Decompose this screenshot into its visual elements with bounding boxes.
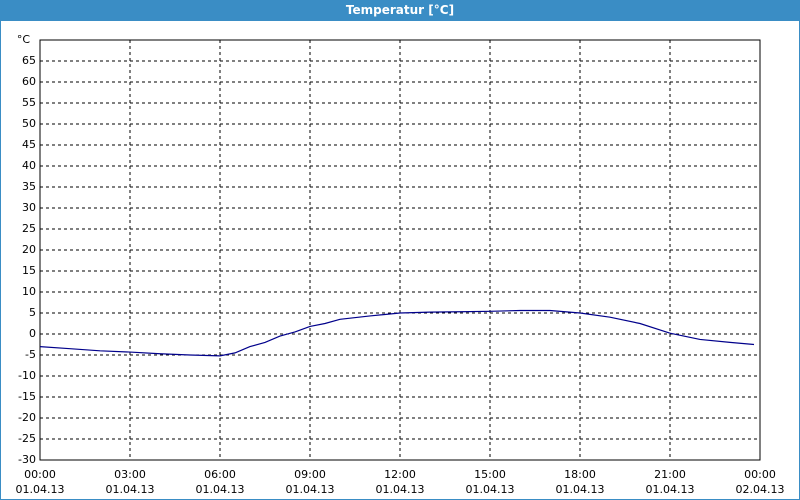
x-tick-date: 02.04.13 <box>736 483 785 496</box>
x-tick-label: 00:00 <box>744 468 776 481</box>
y-tick-label: 5 <box>29 306 36 319</box>
x-tick-date: 01.04.13 <box>196 483 245 496</box>
y-tick-label: -5 <box>25 348 36 361</box>
y-tick-label: -20 <box>18 411 36 424</box>
y-tick-label: 50 <box>22 117 36 130</box>
y-tick-label: 15 <box>22 264 36 277</box>
chart: °C -30 -25 -20 -15 -10 -5 0 5 10 15 20 25 30 35 40 45 50… <box>0 20 800 500</box>
y-axis-label: °C <box>17 33 31 46</box>
x-tick-date: 01.04.13 <box>16 483 65 496</box>
x-tick-label: 15:00 <box>474 468 506 481</box>
line-series <box>39 309 755 357</box>
x-tick-label: 06:00 <box>204 468 236 481</box>
x-tick-date: 01.04.13 <box>466 483 515 496</box>
y-tick-label: 10 <box>22 285 36 298</box>
y-tick-label: 30 <box>22 201 36 214</box>
x-tick-label: 21:00 <box>654 468 686 481</box>
y-tick-label: -10 <box>18 369 36 382</box>
x-tick-label: 18:00 <box>564 468 596 481</box>
x-tick-label: 12:00 <box>384 468 416 481</box>
y-tick-label: 20 <box>22 243 36 256</box>
x-tick-date: 01.04.13 <box>376 483 425 496</box>
x-tick-date: 01.04.13 <box>286 483 335 496</box>
y-tick-label: -15 <box>18 390 36 403</box>
y-tick-label: 0 <box>29 327 36 340</box>
x-tick-date: 01.04.13 <box>106 483 155 496</box>
x-tick-date: 01.04.13 <box>556 483 605 496</box>
title-bar: Temperatur [°C] <box>0 0 800 20</box>
y-tick-label: 25 <box>22 222 36 235</box>
y-tick-label: 40 <box>22 159 36 172</box>
y-tick-label: -30 <box>18 453 36 466</box>
y-tick-label: 60 <box>22 75 36 88</box>
x-tick-label: 09:00 <box>294 468 326 481</box>
y-tick-label: 45 <box>22 138 36 151</box>
x-tick-label: 00:00 <box>24 468 56 481</box>
x-tick-label: 03:00 <box>114 468 146 481</box>
x-tick-date: 01.04.13 <box>646 483 695 496</box>
y-tick-label: 35 <box>22 180 36 193</box>
y-tick-label: 55 <box>22 96 36 109</box>
y-tick-label: -25 <box>18 432 36 445</box>
y-tick-label: 65 <box>22 54 36 67</box>
